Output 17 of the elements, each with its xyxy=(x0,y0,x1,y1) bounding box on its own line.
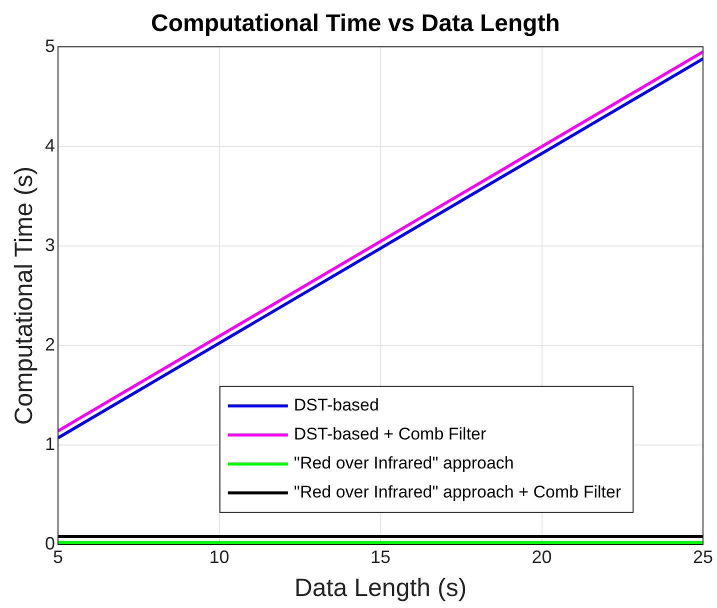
y-tick-label: 5 xyxy=(44,36,56,56)
y-tick-label: 0 xyxy=(44,533,56,554)
legend-label: DST-based + Comb Filter xyxy=(294,424,487,444)
legend-label: DST-based xyxy=(294,396,379,415)
x-tick-label: 25 xyxy=(692,547,714,568)
y-tick-label: 4 xyxy=(44,135,56,156)
y-tick-label: 1 xyxy=(44,434,56,454)
legend-label: "Red over Infrared" approach + Comb Filter xyxy=(294,482,622,502)
x-tick-label: 10 xyxy=(209,547,230,568)
y-tick-label: 3 xyxy=(44,234,56,255)
x-tick-label: 20 xyxy=(532,547,552,568)
y-axis-title: Computational Time (s) xyxy=(10,166,38,425)
legend-label: "Red over Infrared" approach xyxy=(294,454,514,473)
x-tick-label: 15 xyxy=(370,547,391,568)
chart-title: Computational Time vs Data Length xyxy=(151,10,560,38)
x-axis-title: Data Length (s) xyxy=(294,574,467,602)
y-tick-label: 2 xyxy=(44,334,56,354)
